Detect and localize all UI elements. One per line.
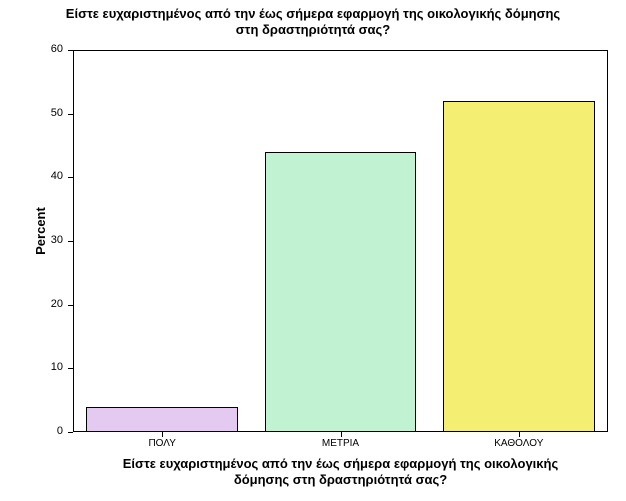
xtick-label: ΚΑΘΟΛΟΥ — [430, 438, 608, 449]
ytick-label: 50 — [33, 107, 63, 119]
ytick-mark — [68, 432, 73, 433]
bar — [86, 407, 238, 432]
chart-title-line2: στη δραστηριότητά σας? — [0, 22, 626, 38]
y-axis-label: Percent — [33, 191, 48, 271]
xtick-mark — [519, 432, 520, 437]
xtick-label: ΜΕΤΡΙΑ — [251, 438, 429, 449]
chart-title: Είστε ευχαριστημένος από την έως σήμερα … — [0, 6, 626, 37]
ytick-mark — [68, 177, 73, 178]
ytick-mark — [68, 305, 73, 306]
ytick-label: 60 — [33, 43, 63, 55]
ytick-label: 10 — [33, 361, 63, 373]
x-axis-label-line1: Είστε ευχαριστημένος από την έως σήμερα … — [73, 456, 608, 472]
xtick-label: ΠΟΛΥ — [73, 438, 251, 449]
ytick-mark — [68, 241, 73, 242]
ytick-mark — [68, 50, 73, 51]
ytick-label: 0 — [33, 425, 63, 437]
bar — [443, 101, 595, 432]
ytick-label: 20 — [33, 298, 63, 310]
x-axis-label: Είστε ευχαριστημένος από την έως σήμερα … — [73, 456, 608, 487]
xtick-mark — [341, 432, 342, 437]
xtick-mark — [162, 432, 163, 437]
chart-title-line1: Είστε ευχαριστημένος από την έως σήμερα … — [0, 6, 626, 22]
x-axis-label-line2: δόμησης στη δραστηριότητά σας? — [73, 472, 608, 488]
ytick-label: 40 — [33, 170, 63, 182]
ytick-mark — [68, 368, 73, 369]
ytick-mark — [68, 114, 73, 115]
bar — [265, 152, 417, 432]
